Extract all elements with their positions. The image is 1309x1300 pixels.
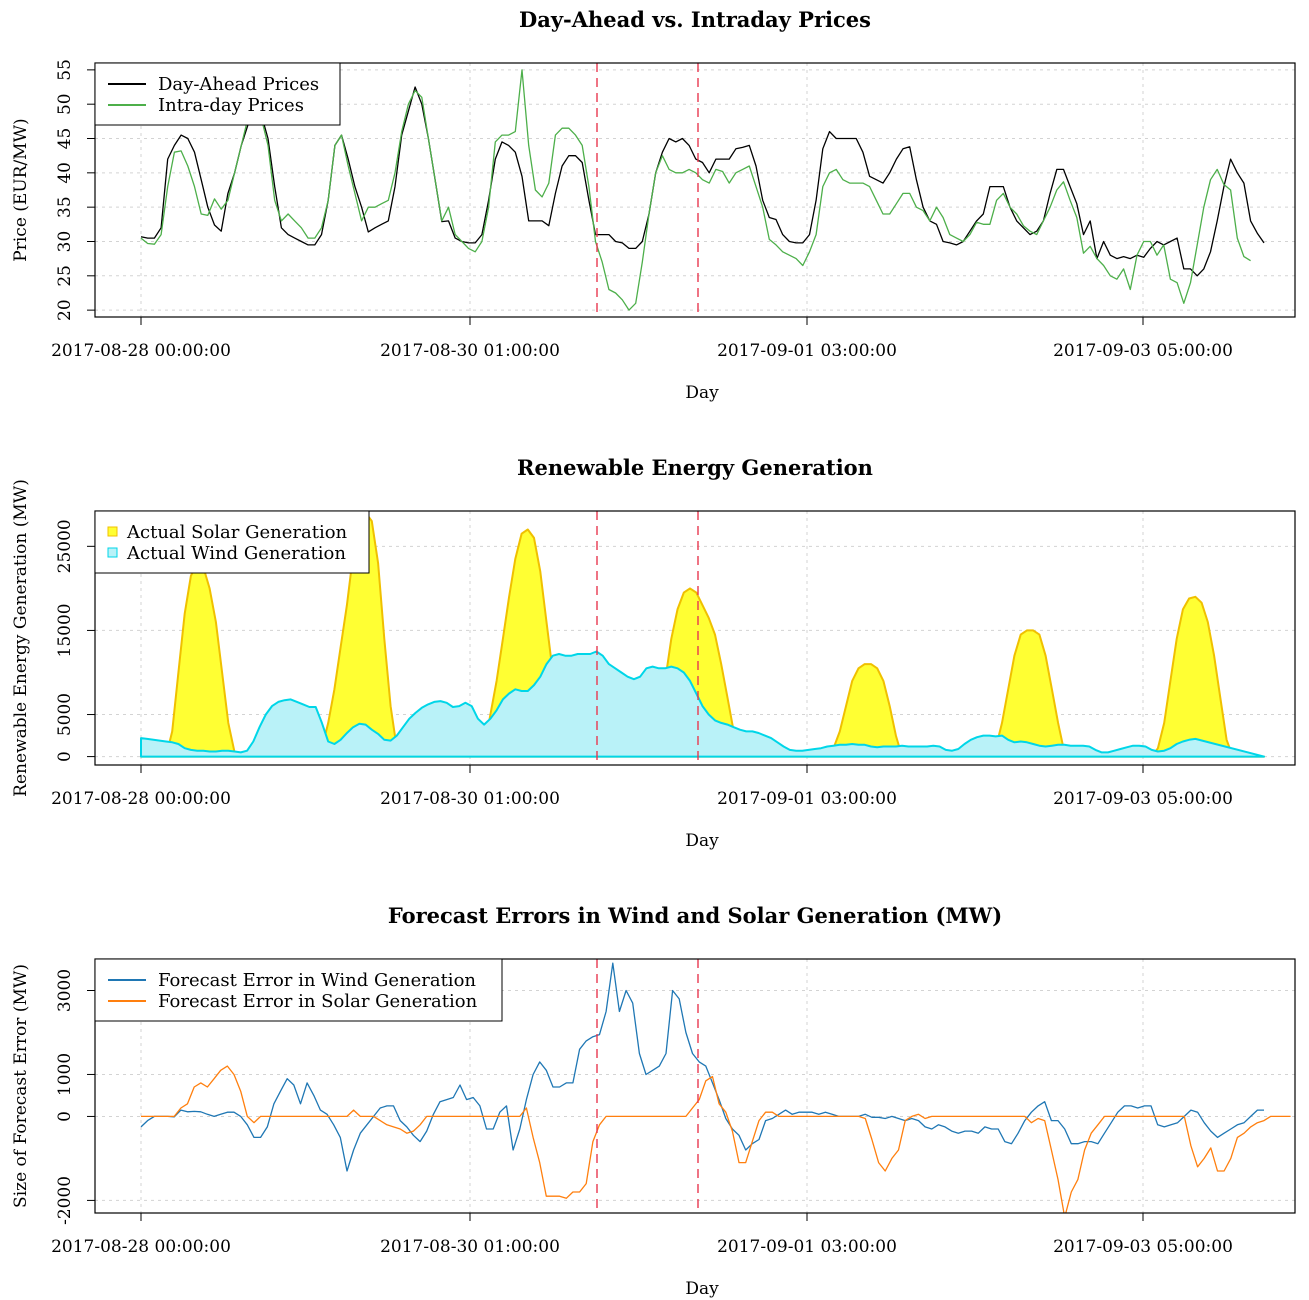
legend-swatch xyxy=(107,526,118,537)
y-tick-label: 20 xyxy=(55,299,75,321)
plot-area xyxy=(95,511,1295,765)
plot-frame xyxy=(94,958,1296,1214)
y-axis-label: Renewable Energy Generation (MW) xyxy=(11,479,31,797)
legend-box xyxy=(94,510,370,574)
y-tick-label: 1000 xyxy=(55,1053,75,1096)
y-tick-label: 40 xyxy=(55,162,75,184)
series-line-2 xyxy=(141,1065,1291,1213)
y-tick-label: 3000 xyxy=(55,969,75,1012)
x-tick-label: 2017-08-28 00:00:00 xyxy=(51,341,231,361)
x-axis-label: Day xyxy=(685,1279,719,1299)
legend-box xyxy=(94,62,341,126)
legend: Forecast Error in Wind GenerationForecas… xyxy=(94,958,503,1022)
plot-frame xyxy=(94,510,1296,766)
y-tick-label: 25 xyxy=(55,265,75,287)
y-axis-label: Price (EUR/MW) xyxy=(11,118,31,261)
x-tick-label: 2017-08-28 00:00:00 xyxy=(51,1237,231,1257)
y-tick-label: 5000 xyxy=(55,693,75,736)
chart-panel-2: Renewable Energy Generation 2017-08-28 00… xyxy=(11,455,1296,851)
legend-label: Actual Solar Generation xyxy=(126,522,348,543)
legend-box xyxy=(94,958,503,1022)
legend-label: Actual Wind Generation xyxy=(126,543,346,564)
chart-panel-3: Forecast Errors in Wind and Solar Genera… xyxy=(11,903,1296,1299)
y-tick-label: 55 xyxy=(55,59,75,81)
series-line-2 xyxy=(140,69,1251,311)
x-tick-label: 2017-09-03 05:00:00 xyxy=(1053,1237,1233,1257)
legend-swatch xyxy=(107,547,118,558)
series-area-2 xyxy=(140,650,1265,758)
plot-area xyxy=(95,63,1295,317)
y-axis-label: Size of Forecast Error (MW) xyxy=(11,964,31,1208)
y-tick-label: 0 xyxy=(55,1111,75,1122)
y-tick-label: -2000 xyxy=(55,1176,75,1225)
legend-label: Forecast Error in Wind Generation xyxy=(158,970,476,991)
chart-title: Renewable Energy Generation xyxy=(517,455,873,480)
x-tick-label: 2017-09-03 05:00:00 xyxy=(1053,341,1233,361)
y-tick-label: 45 xyxy=(55,128,75,150)
chart-title: Forecast Errors in Wind and Solar Genera… xyxy=(388,903,1002,928)
x-tick-label: 2017-09-01 03:00:00 xyxy=(717,1237,897,1257)
legend-label: Forecast Error in Solar Generation xyxy=(158,991,478,1012)
y-tick-label: 50 xyxy=(55,93,75,115)
y-tick-label: 35 xyxy=(55,196,75,218)
legend-label: Intra-day Prices xyxy=(158,95,304,116)
x-axis-label: Day xyxy=(685,383,719,403)
x-tick-label: 2017-08-30 01:00:00 xyxy=(380,341,560,361)
x-axis-label: Day xyxy=(685,831,719,851)
y-tick-label: 30 xyxy=(55,231,75,253)
chart-title: Day-Ahead vs. Intraday Prices xyxy=(519,7,871,32)
plot-area xyxy=(95,959,1295,1213)
y-tick-label: 25000 xyxy=(55,519,75,573)
plot-frame xyxy=(94,62,1296,318)
x-tick-label: 2017-08-30 01:00:00 xyxy=(380,789,560,809)
x-tick-label: 2017-08-30 01:00:00 xyxy=(380,1237,560,1257)
x-tick-label: 2017-09-03 05:00:00 xyxy=(1053,789,1233,809)
x-tick-label: 2017-09-01 03:00:00 xyxy=(717,341,897,361)
x-tick-label: 2017-08-28 00:00:00 xyxy=(51,789,231,809)
y-tick-label: 0 xyxy=(55,751,75,762)
chart-panel-1: Day-Ahead vs. Intraday Prices 2017-08-28 … xyxy=(11,7,1296,403)
y-tick-label: 15000 xyxy=(55,603,75,657)
x-tick-label: 2017-09-01 03:00:00 xyxy=(717,789,897,809)
legend-label: Day-Ahead Prices xyxy=(158,74,319,95)
